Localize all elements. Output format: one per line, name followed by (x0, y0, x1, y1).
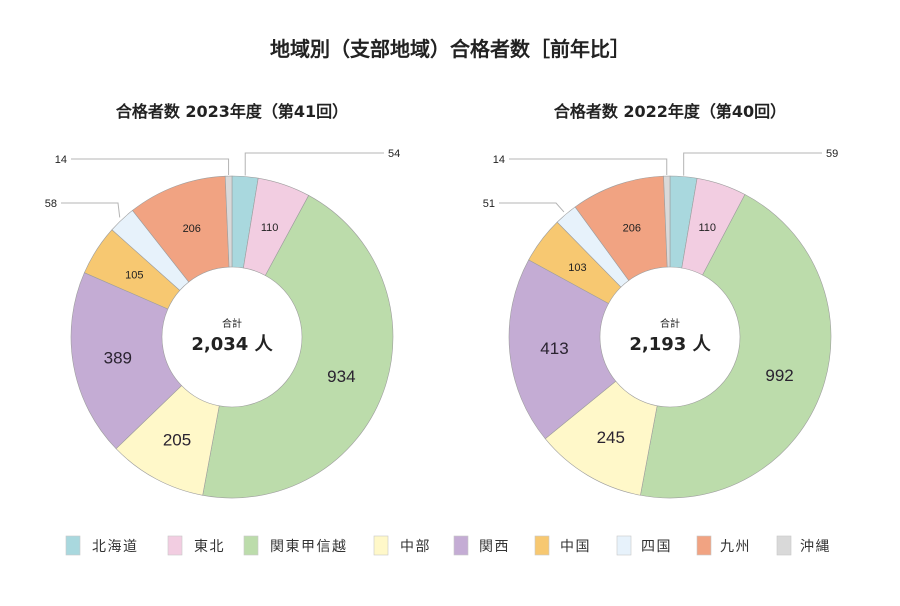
leader-line-shikoku-2022 (499, 202, 565, 213)
data-label-okinawa-2023: 14 (55, 154, 67, 166)
legend-swatch-okinawa (776, 535, 792, 556)
data-label-shikoku-2022: 51 (483, 198, 495, 210)
legend-label-chugoku: 中国 (560, 539, 591, 555)
center-label-2022: 合計 (660, 317, 680, 330)
data-label-tohoku-2022: 110 (698, 222, 716, 234)
data-labels-2022: 59 110 992 245 413 103 51 206 14 (483, 148, 839, 447)
data-label-kyushu-2023: 206 (183, 223, 201, 235)
donut-chart-2022: 合格者数 2022年度（第40回） 59 110 992 245 413 103 51 206… (483, 102, 839, 499)
data-labels-2023: 54 110 934 205 389 105 58 206 14 (45, 148, 401, 449)
legend-item-chugoku: 中国 (534, 535, 591, 556)
data-label-kansai-2022: 413 (540, 339, 568, 358)
legend-item-tohoku: 東北 (167, 535, 225, 556)
slice-okinawa-2023 (224, 175, 233, 268)
data-label-kyushu-2022: 206 (623, 222, 641, 234)
data-label-tohoku-2023: 110 (261, 222, 279, 234)
legend-label-kanto-koshinetsu: 関東甲信越 (270, 539, 348, 555)
legend-label-chubu: 中部 (400, 539, 431, 555)
data-label-kanto-koshinetsu-2023: 934 (327, 367, 355, 386)
legend-label-tohoku: 東北 (194, 539, 225, 555)
legend-item-kyushu: 九州 (696, 535, 751, 556)
data-label-kanto-koshinetsu-2022: 992 (765, 366, 793, 385)
data-label-chugoku-2023: 105 (125, 269, 143, 281)
legend: 北海道 東北 関東甲信越 中部 関西 中国 (65, 535, 831, 556)
legend-label-kyushu: 九州 (720, 539, 751, 555)
data-label-okinawa-2022: 14 (493, 154, 505, 166)
legend-label-okinawa: 沖縄 (800, 539, 831, 555)
legend-swatch-kyushu (696, 535, 712, 556)
total-value-2022: 2,193 人 (629, 334, 711, 355)
leader-line-okinawa-2022 (509, 158, 668, 176)
data-label-hokkaido-2022: 59 (826, 148, 838, 160)
legend-swatch-kanto-koshinetsu (243, 535, 259, 556)
figure-title: 地域別（支部地域）合格者数［前年比］ (270, 37, 630, 61)
legend-swatch-hokkaido (65, 535, 81, 556)
leader-lines-2022 (499, 152, 822, 213)
data-label-chugoku-2022: 103 (568, 262, 586, 274)
data-label-chubu-2023: 205 (163, 430, 191, 449)
slice-okinawa-2022 (663, 175, 671, 268)
legend-label-kansai: 関西 (479, 539, 510, 555)
data-label-shikoku-2023: 58 (45, 198, 57, 210)
total-value-2023: 2,034 人 (191, 334, 273, 355)
slice-kanto-koshinetsu-2022 (640, 194, 832, 499)
slice-kansai-2022 (508, 259, 617, 440)
legend-item-shikoku: 四国 (616, 535, 672, 556)
legend-label-hokkaido: 北海道 (92, 539, 139, 555)
slice-kansai-2023 (70, 272, 183, 450)
donut-chart-2023: 合格者数 2023年度（第41回） 54 110 934 205 389 105 58 206… (45, 102, 401, 499)
legend-item-kansai: 関西 (453, 535, 510, 556)
legend-item-hokkaido: 北海道 (65, 535, 139, 556)
slices-2023 (70, 175, 394, 499)
leader-lines-2023 (61, 152, 384, 218)
legend-swatch-chubu (373, 535, 389, 556)
leader-line-okinawa-2023 (71, 158, 230, 176)
center-label-2023: 合計 (222, 317, 242, 330)
legend-item-kanto-koshinetsu: 関東甲信越 (243, 535, 348, 556)
legend-item-chubu: 中部 (373, 535, 431, 556)
legend-swatch-kansai (453, 535, 469, 556)
slices-2022 (508, 175, 832, 499)
legend-item-okinawa: 沖縄 (776, 535, 831, 556)
legend-label-shikoku: 四国 (641, 539, 672, 555)
chart-title-2023: 合格者数 2023年度（第41回） (116, 102, 348, 121)
legend-swatch-chugoku (534, 535, 550, 556)
leader-line-shikoku-2023 (61, 202, 121, 218)
slice-kanto-koshinetsu-2023 (202, 195, 394, 499)
data-label-kansai-2023: 389 (104, 349, 132, 368)
chart-title-2022: 合格者数 2022年度（第40回） (554, 102, 786, 121)
leader-line-hokkaido-2023 (244, 152, 384, 176)
legend-swatch-tohoku (167, 535, 183, 556)
data-label-chubu-2022: 245 (597, 428, 625, 447)
legend-swatch-shikoku (616, 535, 632, 556)
data-label-hokkaido-2023: 54 (388, 148, 400, 160)
leader-line-hokkaido-2022 (683, 152, 822, 176)
